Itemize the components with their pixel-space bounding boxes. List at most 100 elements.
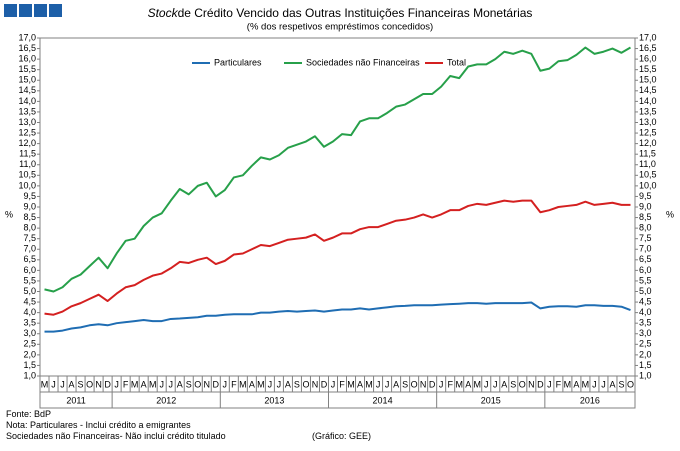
y2-tick-label: 5,5 — [639, 275, 652, 285]
y-tick-label: 5,5 — [23, 275, 36, 285]
x-tick-label: J — [159, 379, 164, 389]
y-tick-label: 15,0 — [18, 75, 36, 85]
legend-label: Total — [447, 57, 466, 67]
y2-tick-label: 16,0 — [639, 54, 657, 64]
y-tick-label: 14,0 — [18, 96, 36, 106]
note: Nota: Particulares - Inclui crédito a em… — [6, 420, 191, 430]
legend-label: Sociedades não Financeiras — [306, 57, 420, 67]
y2-tick-label: 15,5 — [639, 64, 657, 74]
x-tick-label: A — [141, 379, 147, 389]
x-tick-label: A — [573, 379, 579, 389]
legend-label: Particulares — [214, 57, 262, 67]
x-tick-label: M — [149, 379, 157, 389]
x-tick-label: F — [339, 379, 345, 389]
x-tick-label: N — [204, 379, 211, 389]
year-label: 2014 — [373, 395, 393, 405]
x-tick-label: M — [473, 379, 481, 389]
x-tick-label: J — [484, 379, 489, 389]
series-line — [44, 199, 631, 316]
x-tick-label: J — [60, 379, 65, 389]
x-tick-label: M — [455, 379, 463, 389]
x-tick-label: J — [601, 379, 606, 389]
y2-tick-label: 8,0 — [639, 223, 652, 233]
plot-frame — [39, 37, 636, 409]
x-tick-label: D — [104, 379, 111, 389]
chart-title: Stockde Crédito Vencido das Outras Insti… — [148, 6, 533, 20]
x-tick-label: D — [537, 379, 544, 389]
year-label: 2013 — [264, 395, 284, 405]
x-tick-label: S — [186, 379, 192, 389]
series-line — [44, 46, 631, 293]
y2-tick-label: 1,0 — [639, 370, 652, 380]
y2-tick-label: 10,5 — [639, 170, 657, 180]
y2-tick-label: 12,0 — [639, 138, 657, 148]
x-tick-label: O — [519, 379, 526, 389]
x-tick-label: J — [51, 379, 56, 389]
y-tick-label: 15,5 — [18, 64, 36, 74]
x-tick-label: A — [465, 379, 471, 389]
note: Fonte: BdP — [6, 409, 51, 419]
y2-tick-label: 6,0 — [639, 265, 652, 275]
x-tick-label: J — [277, 379, 282, 389]
y2-tick-label: 15,0 — [639, 75, 657, 85]
x-tick-label: O — [302, 379, 309, 389]
y-axis-label: % — [5, 209, 13, 219]
x-tick-label: J — [493, 379, 498, 389]
y2-tick-label: 9,5 — [639, 191, 652, 201]
title-em: Stock — [148, 6, 179, 20]
x-tick-label: J — [376, 379, 381, 389]
x-tick-label: M — [41, 379, 49, 389]
y-tick-label: 4,0 — [23, 307, 36, 317]
y-tick-label: 16,5 — [18, 43, 36, 53]
x-tick-label: M — [131, 379, 139, 389]
x-tick-label: O — [411, 379, 418, 389]
y-tick-label: 8,5 — [23, 212, 36, 222]
x-tick-label: D — [213, 379, 220, 389]
y-tick-label: 10,5 — [18, 170, 36, 180]
x-tick-label: A — [393, 379, 399, 389]
y2-tick-label: 12,5 — [639, 127, 657, 137]
x-tick-label: A — [249, 379, 255, 389]
y2-tick-label: 14,5 — [639, 85, 657, 95]
x-tick-label: J — [114, 379, 119, 389]
x-tick-label: F — [231, 379, 237, 389]
y2-tick-label: 4,5 — [639, 296, 652, 306]
x-tick-label: J — [168, 379, 173, 389]
y-tick-label: 7,0 — [23, 244, 36, 254]
y-tick-label: 17,0 — [18, 32, 36, 42]
logo-square — [19, 4, 32, 17]
y2-tick-label: 7,0 — [639, 244, 652, 254]
y-tick-label: 14,5 — [18, 85, 36, 95]
logo-square — [49, 4, 62, 17]
y2-tick-label: 14,0 — [639, 96, 657, 106]
y-tick-label: 9,5 — [23, 191, 36, 201]
x-tick-label: M — [365, 379, 373, 389]
year-label: 2015 — [481, 395, 501, 405]
y-tick-label: 10,0 — [18, 180, 36, 190]
x-tick-label: M — [239, 379, 247, 389]
y2-tick-label: 9,0 — [639, 201, 652, 211]
y-tick-label: 11,0 — [19, 159, 36, 169]
y2-tick-label: 17,0 — [639, 32, 657, 42]
x-tick-label: S — [618, 379, 624, 389]
x-tick-label: D — [321, 379, 328, 389]
y-tick-label: 3,0 — [23, 328, 36, 338]
x-tick-label: N — [95, 379, 102, 389]
note: Sociedades não Financeiras- Não inclui c… — [6, 431, 226, 441]
y-tick-label: 6,0 — [23, 265, 36, 275]
y2-tick-label: 8,5 — [639, 212, 652, 222]
x-tick-label: F — [447, 379, 453, 389]
y-tick-label: 1,0 — [23, 370, 36, 380]
x-tick-label: A — [285, 379, 291, 389]
x-tick-label: N — [312, 379, 319, 389]
x-tick-label: N — [420, 379, 427, 389]
y2-tick-label: 10,0 — [639, 180, 657, 190]
x-tick-label: O — [86, 379, 93, 389]
x-tick-label: A — [69, 379, 75, 389]
year-label: 2012 — [156, 395, 176, 405]
y-tick-label: 4,5 — [23, 296, 36, 306]
x-tick-label: F — [123, 379, 129, 389]
y2-tick-label: 11,5 — [639, 149, 656, 159]
x-tick-label: A — [177, 379, 183, 389]
